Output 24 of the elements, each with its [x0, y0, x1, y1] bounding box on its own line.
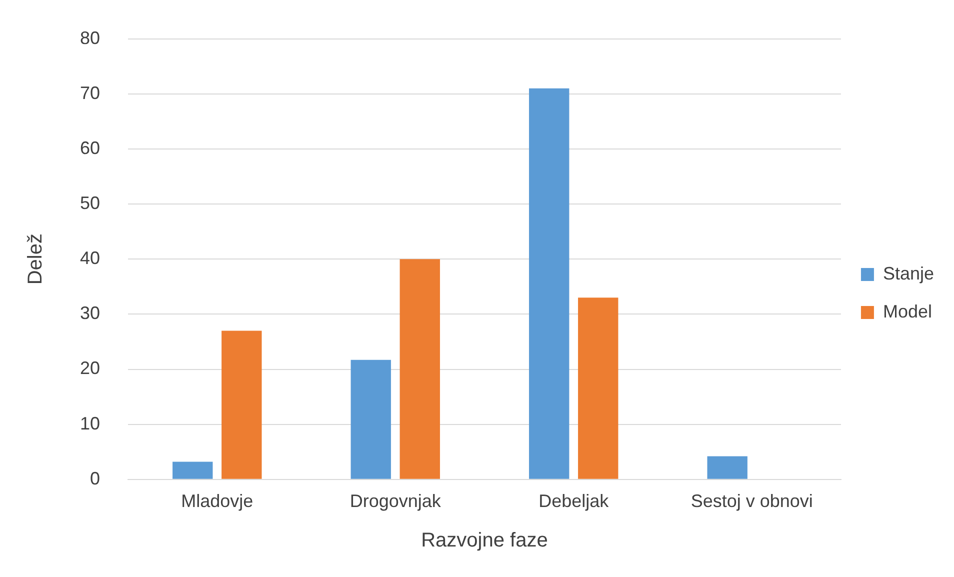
- x-axis-title: Razvojne faze: [421, 530, 548, 552]
- x-tick-label: Mladovje: [181, 491, 254, 512]
- y-tick-label: 50: [80, 192, 100, 213]
- y-tick-label: 10: [80, 413, 100, 434]
- x-tick-label: Debeljak: [538, 491, 610, 512]
- y-tick-label: 60: [80, 138, 100, 158]
- legend-label: Model: [882, 301, 932, 322]
- y-tick-label: 70: [80, 82, 100, 103]
- bar: [222, 330, 262, 479]
- y-tick-label: 30: [80, 303, 100, 324]
- y-tick-label: 80: [80, 28, 100, 48]
- bar: [578, 298, 618, 479]
- legend-label: Stanje: [882, 263, 934, 284]
- bar: [707, 456, 748, 479]
- y-tick-label: 20: [80, 358, 100, 378]
- bar: [529, 88, 570, 479]
- bar: [400, 259, 440, 479]
- y-axis-title: Delež: [24, 234, 47, 285]
- x-tick-label: Drogovnjak: [350, 491, 442, 512]
- bar: [172, 462, 213, 479]
- y-tick-label: 0: [90, 468, 100, 488]
- bar: [350, 360, 391, 479]
- y-tick-label: 40: [80, 248, 100, 268]
- x-tick-label: Sestoj v obnovi: [690, 491, 813, 512]
